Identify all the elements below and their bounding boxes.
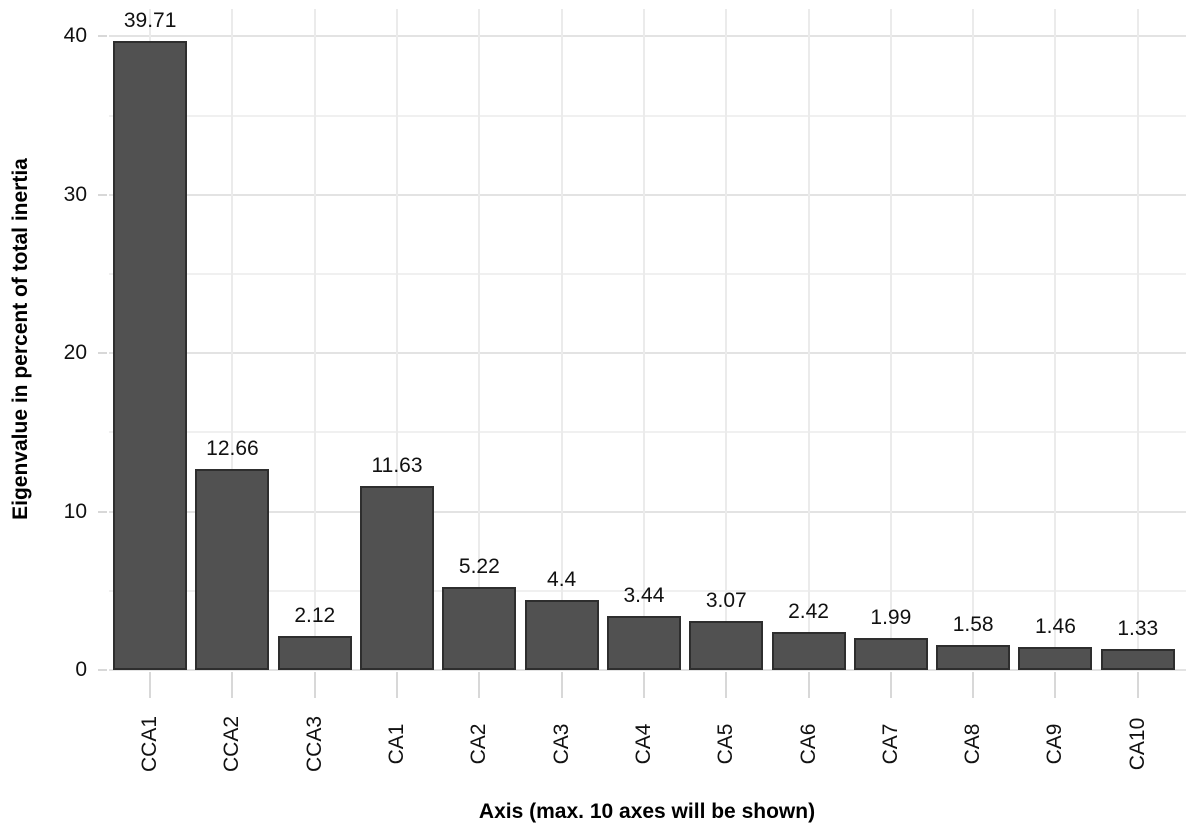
x-tick-mark: [1136, 672, 1139, 698]
x-tick-mark: [889, 672, 892, 698]
bar: [689, 621, 764, 670]
gridline-major-horizontal: [109, 193, 1186, 196]
gridline-vertical: [231, 9, 234, 670]
gridline-vertical: [1136, 9, 1139, 670]
x-tick-mark: [807, 672, 810, 698]
bar: [606, 615, 681, 670]
bar-value-label: 3.44: [623, 583, 665, 607]
gridline-minor-horizontal: [109, 273, 1186, 275]
gridline-major-horizontal: [109, 35, 1186, 38]
gridline-major-horizontal: [109, 352, 1186, 355]
bar-value-label: 2.42: [788, 599, 829, 623]
x-tick-mark: [396, 672, 399, 698]
x-tick-label: CCA1: [138, 715, 162, 773]
bar-value-label: 3.07: [705, 589, 747, 613]
x-tick-label: CCA3: [302, 715, 326, 773]
x-tick-label: CA3: [549, 723, 573, 765]
bar: [524, 600, 599, 670]
gridline-vertical: [396, 9, 399, 670]
bar: [936, 644, 1011, 670]
y-tick-mark: [98, 669, 107, 671]
bar: [195, 469, 270, 670]
y-tick-label: 0: [75, 658, 87, 681]
bar: [442, 587, 517, 670]
y-tick-mark: [98, 510, 107, 513]
bar-value-label: 2.12: [294, 604, 336, 628]
bar: [853, 638, 928, 670]
x-tick-label: CA4: [631, 723, 655, 765]
x-tick-mark: [313, 672, 316, 698]
x-tick-label: CA10: [1125, 717, 1149, 771]
gridline-vertical: [642, 9, 645, 670]
y-axis-title: Eigenvalue in percent of total inertia: [9, 158, 32, 520]
x-tick-mark: [149, 672, 152, 698]
x-tick-label: CA8: [961, 723, 985, 765]
x-tick-mark: [725, 672, 728, 698]
bar: [360, 485, 435, 670]
gridline-minor-horizontal: [109, 114, 1186, 117]
gridline-vertical: [1054, 9, 1057, 670]
x-tick-mark: [642, 672, 645, 698]
bar-value-label: 1.58: [952, 612, 994, 636]
x-tick-label: CA9: [1043, 723, 1067, 765]
x-tick-label: CA5: [714, 723, 738, 765]
gridline-vertical: [560, 9, 563, 670]
y-tick-mark: [98, 193, 107, 196]
gridline-minor-horizontal: [109, 589, 1186, 592]
bar-value-label: 4.4: [547, 568, 577, 592]
x-tick-mark: [972, 672, 975, 698]
gridline-vertical: [478, 9, 481, 670]
x-tick-label: CA6: [796, 723, 820, 765]
x-tick-label: CA2: [467, 723, 491, 765]
bar-value-label: 5.22: [458, 555, 500, 579]
gridline-minor-horizontal: [109, 431, 1186, 434]
x-tick-label: CA1: [385, 723, 409, 765]
x-tick-label: CA7: [878, 723, 902, 765]
bar-value-label: 1.99: [870, 606, 912, 630]
y-tick-label: 30: [63, 182, 87, 206]
y-tick-mark: [98, 352, 107, 355]
y-tick-label: 10: [63, 499, 87, 523]
x-tick-label: CCA2: [220, 715, 244, 773]
bar-value-label: 1.46: [1035, 614, 1076, 638]
gridline-vertical: [807, 9, 810, 670]
y-tick-mark: [98, 35, 107, 38]
bar: [1018, 646, 1093, 670]
x-tick-mark: [478, 672, 481, 698]
x-axis-title: Axis (max. 10 axes will be shown): [478, 800, 816, 823]
y-tick-label: 20: [63, 341, 87, 365]
x-tick-mark: [560, 672, 563, 698]
bar-value-label: 39.71: [123, 8, 177, 32]
gridline-vertical: [725, 9, 728, 670]
bar-value-label: 12.66: [206, 437, 259, 461]
y-tick-label: 40: [63, 24, 87, 48]
gridline-major-horizontal: [109, 669, 1186, 671]
x-tick-mark: [231, 672, 234, 698]
bar-value-label: 11.63: [371, 453, 423, 477]
bar: [771, 631, 846, 670]
gridline-vertical: [889, 9, 892, 670]
gridline-vertical: [313, 9, 316, 670]
bar: [113, 40, 188, 670]
bar-value-label: 1.33: [1117, 616, 1159, 640]
gridline-vertical: [972, 9, 975, 670]
gridline-major-horizontal: [109, 510, 1186, 513]
x-tick-mark: [1054, 672, 1057, 698]
bar: [277, 636, 352, 670]
bar: [1100, 648, 1175, 670]
